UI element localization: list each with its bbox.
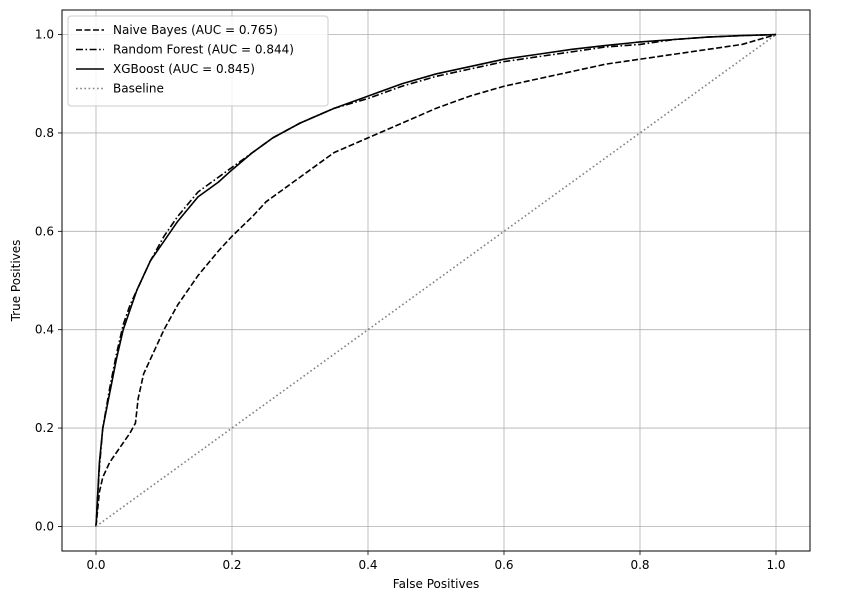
- y-tick-label: 0.2: [35, 421, 54, 435]
- y-tick-label: 0.6: [35, 224, 54, 238]
- x-axis-ticks: 0.0 0.2 0.4 0.6 0.8 1.0: [86, 551, 786, 572]
- y-tick-label: 0.0: [35, 519, 54, 533]
- x-tick-label: 0.0: [86, 558, 105, 572]
- legend-label-2: XGBoost (AUC = 0.845): [113, 62, 255, 76]
- legend-box: [67, 15, 329, 107]
- y-axis-label: True Positives: [9, 240, 23, 323]
- legend-label-0: Naive Bayes (AUC = 0.765): [113, 23, 278, 37]
- series-line-2: [95, 33, 777, 527]
- y-tick-label: 0.8: [35, 126, 54, 140]
- x-tick-label: 0.2: [222, 558, 241, 572]
- legend-label-1: Random Forest (AUC = 0.844): [113, 43, 294, 57]
- legend: Naive Bayes (AUC = 0.765) Random Forest (…: [67, 15, 329, 107]
- y-tick-label: 0.4: [35, 323, 54, 337]
- y-tick-label: 1.0: [35, 28, 54, 42]
- x-axis-label: False Positives: [393, 577, 479, 591]
- x-tick-label: 0.6: [494, 558, 513, 572]
- x-tick-label: 0.8: [630, 558, 649, 572]
- series-lines: [95, 33, 777, 528]
- series-line-3: [95, 33, 777, 528]
- series-line-0: [95, 33, 777, 527]
- plot-frame: [61, 9, 811, 552]
- y-axis-ticks: 0.0 0.2 0.4 0.6 0.8 1.0: [35, 28, 62, 533]
- x-tick-label: 0.4: [358, 558, 377, 572]
- x-tick-label: 1.0: [766, 558, 785, 572]
- legend-label-3: Baseline: [113, 82, 164, 96]
